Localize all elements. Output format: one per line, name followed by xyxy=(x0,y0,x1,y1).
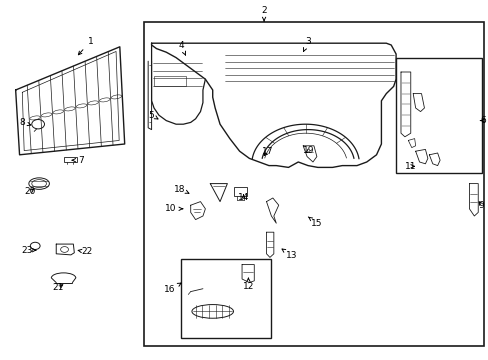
Bar xyxy=(181,259,271,338)
Text: 16: 16 xyxy=(163,283,181,294)
Text: 23: 23 xyxy=(21,246,36,255)
Text: 19: 19 xyxy=(303,146,314,155)
Text: 2: 2 xyxy=(261,6,266,21)
Text: 11: 11 xyxy=(404,162,416,171)
Text: 8: 8 xyxy=(19,118,31,127)
Bar xyxy=(154,76,185,86)
Text: 12: 12 xyxy=(242,278,254,291)
Text: 7: 7 xyxy=(72,156,83,165)
Text: 4: 4 xyxy=(178,40,185,55)
Text: 15: 15 xyxy=(308,217,322,228)
Text: 13: 13 xyxy=(282,249,297,260)
Text: 17: 17 xyxy=(262,147,273,156)
Text: 1: 1 xyxy=(78,37,93,55)
Text: 10: 10 xyxy=(165,204,183,213)
Text: 14: 14 xyxy=(237,194,249,202)
Bar xyxy=(63,157,77,162)
Bar xyxy=(395,58,481,173)
Text: 18: 18 xyxy=(174,184,188,194)
Bar xyxy=(233,187,247,196)
Bar xyxy=(144,22,483,346)
Text: 20: 20 xyxy=(24,187,36,196)
Text: 3: 3 xyxy=(303,37,310,51)
Text: 9: 9 xyxy=(478,201,484,210)
Text: 5: 5 xyxy=(148,111,158,120)
Text: 6: 6 xyxy=(479,116,485,125)
Text: 22: 22 xyxy=(78,248,93,256)
Text: 21: 21 xyxy=(52,284,63,292)
